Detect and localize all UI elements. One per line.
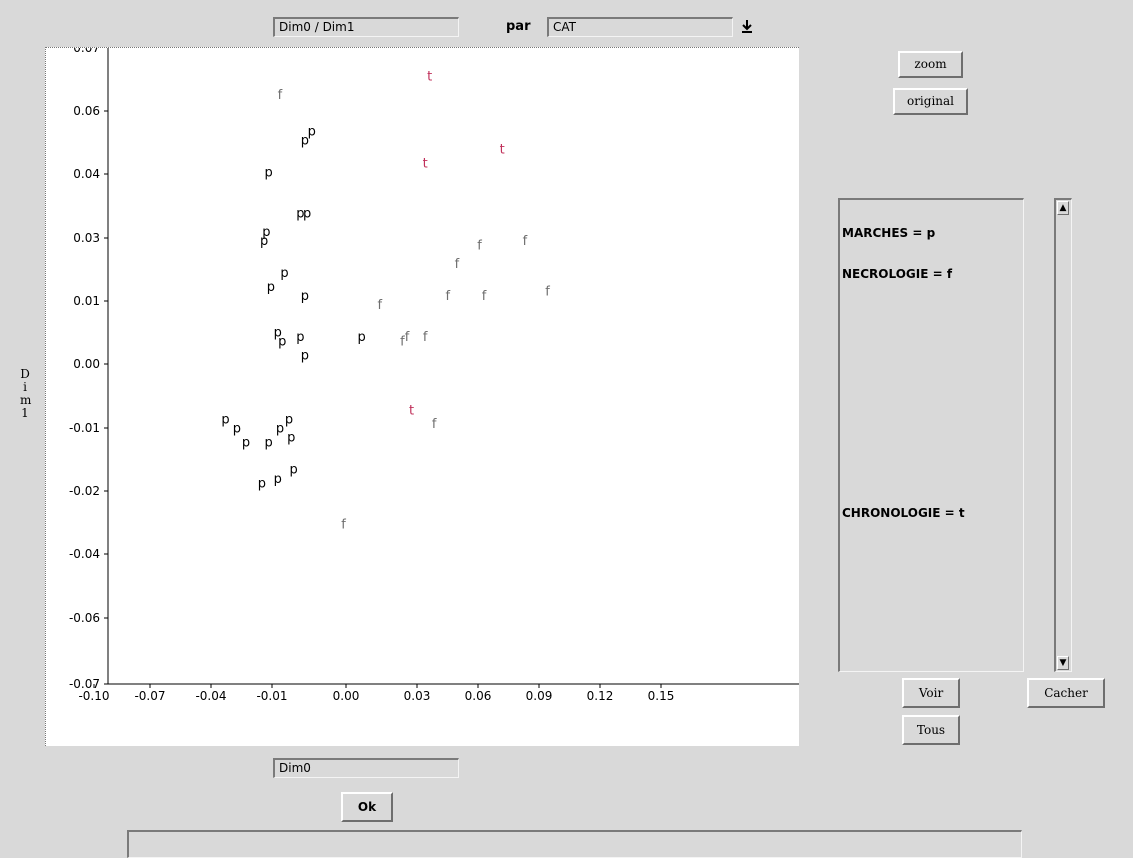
y-axis-label-char: i (23, 380, 27, 394)
legend-item-chronologie[interactable]: CHRONOLOGIE = t (842, 506, 965, 520)
scatter-chart-svg: 0.06 0.04 0.03 0.01 0.00 -0.01 -0.02 -0.04 -0.06… (69, 6, 799, 703)
scatter-point-marches: p (274, 472, 282, 487)
scatter-point-marches: p (265, 435, 273, 450)
scatter-point-marches: p (274, 326, 282, 341)
tous-button[interactable]: Tous (902, 715, 960, 745)
x-tick-label: -0.10 (78, 689, 109, 703)
x-dimension-field[interactable]: Dim0 (273, 758, 459, 778)
scatter-point-marches: p (278, 335, 286, 350)
down-arrow-icon[interactable] (739, 17, 755, 37)
scatter-point-necrologie: f (423, 330, 428, 345)
x-tick-label: 0.00 (333, 689, 360, 703)
y-tick-label: 0.07 (73, 48, 100, 55)
voir-button[interactable]: Voir (902, 678, 960, 708)
legend-scrollbar[interactable]: ▲ ▼ (1054, 198, 1072, 672)
scatter-point-necrologie: f (377, 298, 382, 313)
scatter-point-marches: p (301, 348, 309, 363)
scatter-point-necrologie: f (455, 257, 460, 272)
cacher-button[interactable]: Cacher (1027, 678, 1105, 708)
y-tick-label: 0.04 (73, 167, 100, 181)
scatter-point-necrologie: f (278, 88, 283, 103)
ok-button[interactable]: Ok (341, 792, 393, 822)
x-tick-label: 0.12 (587, 689, 614, 703)
scatter-point-marches: p (276, 422, 284, 437)
scatter-point-chronologie: t (423, 156, 428, 171)
scatter-point-marches: p (262, 225, 270, 240)
scatter-point-marches: p (296, 207, 304, 222)
y-tick-label: -0.06 (69, 611, 100, 625)
scatter-point-marches: p (303, 207, 311, 222)
y-tick-label: -0.04 (69, 547, 100, 561)
x-tick-label: 0.15 (648, 689, 675, 703)
scatter-point-marches: p (267, 280, 275, 295)
scatter-point-marches: p (289, 463, 297, 478)
scatter-point-marches: p (258, 476, 266, 491)
category-select[interactable]: CAT (547, 17, 733, 37)
x-tick-label: 0.03 (404, 689, 431, 703)
scroll-up-icon[interactable]: ▲ (1057, 201, 1069, 215)
scatter-plot[interactable]: 0.06 0.04 0.03 0.01 0.00 -0.01 -0.02 -0.04 -0.06… (45, 6, 799, 746)
y-tick-label: 0.00 (73, 357, 100, 371)
y-tick-label: 0.06 (73, 104, 100, 118)
scatter-point-necrologie: f (432, 417, 437, 432)
x-tick-label: -0.01 (256, 689, 287, 703)
y-axis-label-char: m (20, 393, 32, 407)
legend-item-marches[interactable]: MARCHES = p (842, 226, 936, 240)
scatter-point-marches: p (221, 412, 229, 427)
scatter-point-chronologie: t (500, 143, 505, 158)
y-tick-label: -0.07 (69, 677, 100, 691)
y-tick-label: 0.03 (73, 231, 100, 245)
x-tick-label: 0.09 (526, 689, 553, 703)
scatter-point-marches: p (357, 330, 365, 345)
scatter-point-marches: p (242, 435, 250, 450)
scatter-point-marches: p (301, 134, 309, 149)
scatter-point-marches: p (260, 234, 268, 249)
scatter-point-necrologie: f (400, 335, 405, 350)
y-tick-label: -0.02 (69, 484, 100, 498)
scatter-point-marches: p (301, 289, 309, 304)
scatter-point-necrologie: f (523, 234, 528, 249)
scroll-down-icon[interactable]: ▼ (1057, 656, 1069, 670)
scatter-point-necrologie: f (446, 289, 451, 304)
x-tick-label: 0.06 (465, 689, 492, 703)
scatter-point-necrologie: f (477, 239, 482, 254)
x-tick-label: -0.07 (134, 689, 165, 703)
scatter-point-marches: p (280, 266, 288, 281)
legend-list[interactable]: MARCHES = p NECROLOGIE = f CHRONOLOGIE =… (838, 198, 1024, 672)
y-axis-label-char: D (20, 367, 30, 381)
scatter-point-marches: p (265, 166, 273, 181)
status-field[interactable] (127, 830, 1022, 858)
scatter-point-marches: p (285, 412, 293, 427)
scatter-point-necrologie: f (341, 518, 346, 533)
scatter-point-marches: p (296, 330, 304, 345)
y-axis-label-char: 1 (21, 406, 29, 420)
view-field[interactable]: Dim0 / Dim1 (273, 17, 459, 37)
zoom-button[interactable]: zoom (898, 51, 963, 78)
scatter-point-marches: p (233, 422, 241, 437)
scatter-point-marches: p (287, 431, 295, 446)
x-tick-label: -0.04 (195, 689, 226, 703)
scatter-point-necrologie: f (482, 289, 487, 304)
scatter-point-chronologie: t (427, 70, 432, 85)
scatter-point-marches: p (308, 124, 316, 139)
scatter-point-chronologie: t (409, 403, 414, 418)
y-tick-label: 0.01 (73, 294, 100, 308)
y-tick-label: -0.01 (69, 421, 100, 435)
scatter-point-necrologie: f (545, 284, 550, 299)
scatter-point-necrologie: f (405, 330, 410, 345)
legend-item-necrologie[interactable]: NECROLOGIE = f (842, 267, 953, 281)
original-button[interactable]: original (893, 88, 968, 115)
par-label: par (506, 19, 531, 34)
